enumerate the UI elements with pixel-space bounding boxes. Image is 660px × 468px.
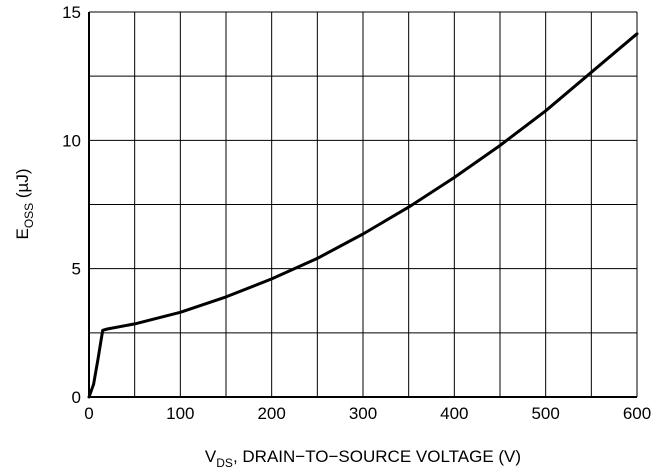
y-tick-label-3: 15 [62, 3, 81, 22]
x-tick-label-5: 500 [531, 404, 559, 423]
grid [88, 11, 638, 398]
y-tick-label-2: 10 [62, 131, 81, 150]
series-line-0 [87, 32, 639, 399]
y-axis-label: EOSS (µJ) [13, 168, 36, 239]
x-tick-label-0: 0 [84, 404, 93, 423]
tick-labels: 0 100 200 300 400 500 600 0 5 10 15 [62, 3, 651, 423]
series-group [87, 32, 639, 399]
x-axis-label: VDS, DRAIN−TO−SOURCE VOLTAGE (V) [205, 447, 521, 468]
x-tick-label-6: 600 [623, 404, 651, 423]
x-tick-label-3: 300 [349, 404, 377, 423]
y-tick-label-0: 0 [72, 388, 81, 407]
x-tick-label-2: 200 [257, 404, 285, 423]
x-tick-label-1: 100 [166, 404, 194, 423]
x-tick-label-4: 400 [440, 404, 468, 423]
axes [88, 12, 637, 398]
y-tick-label-1: 5 [72, 260, 81, 279]
